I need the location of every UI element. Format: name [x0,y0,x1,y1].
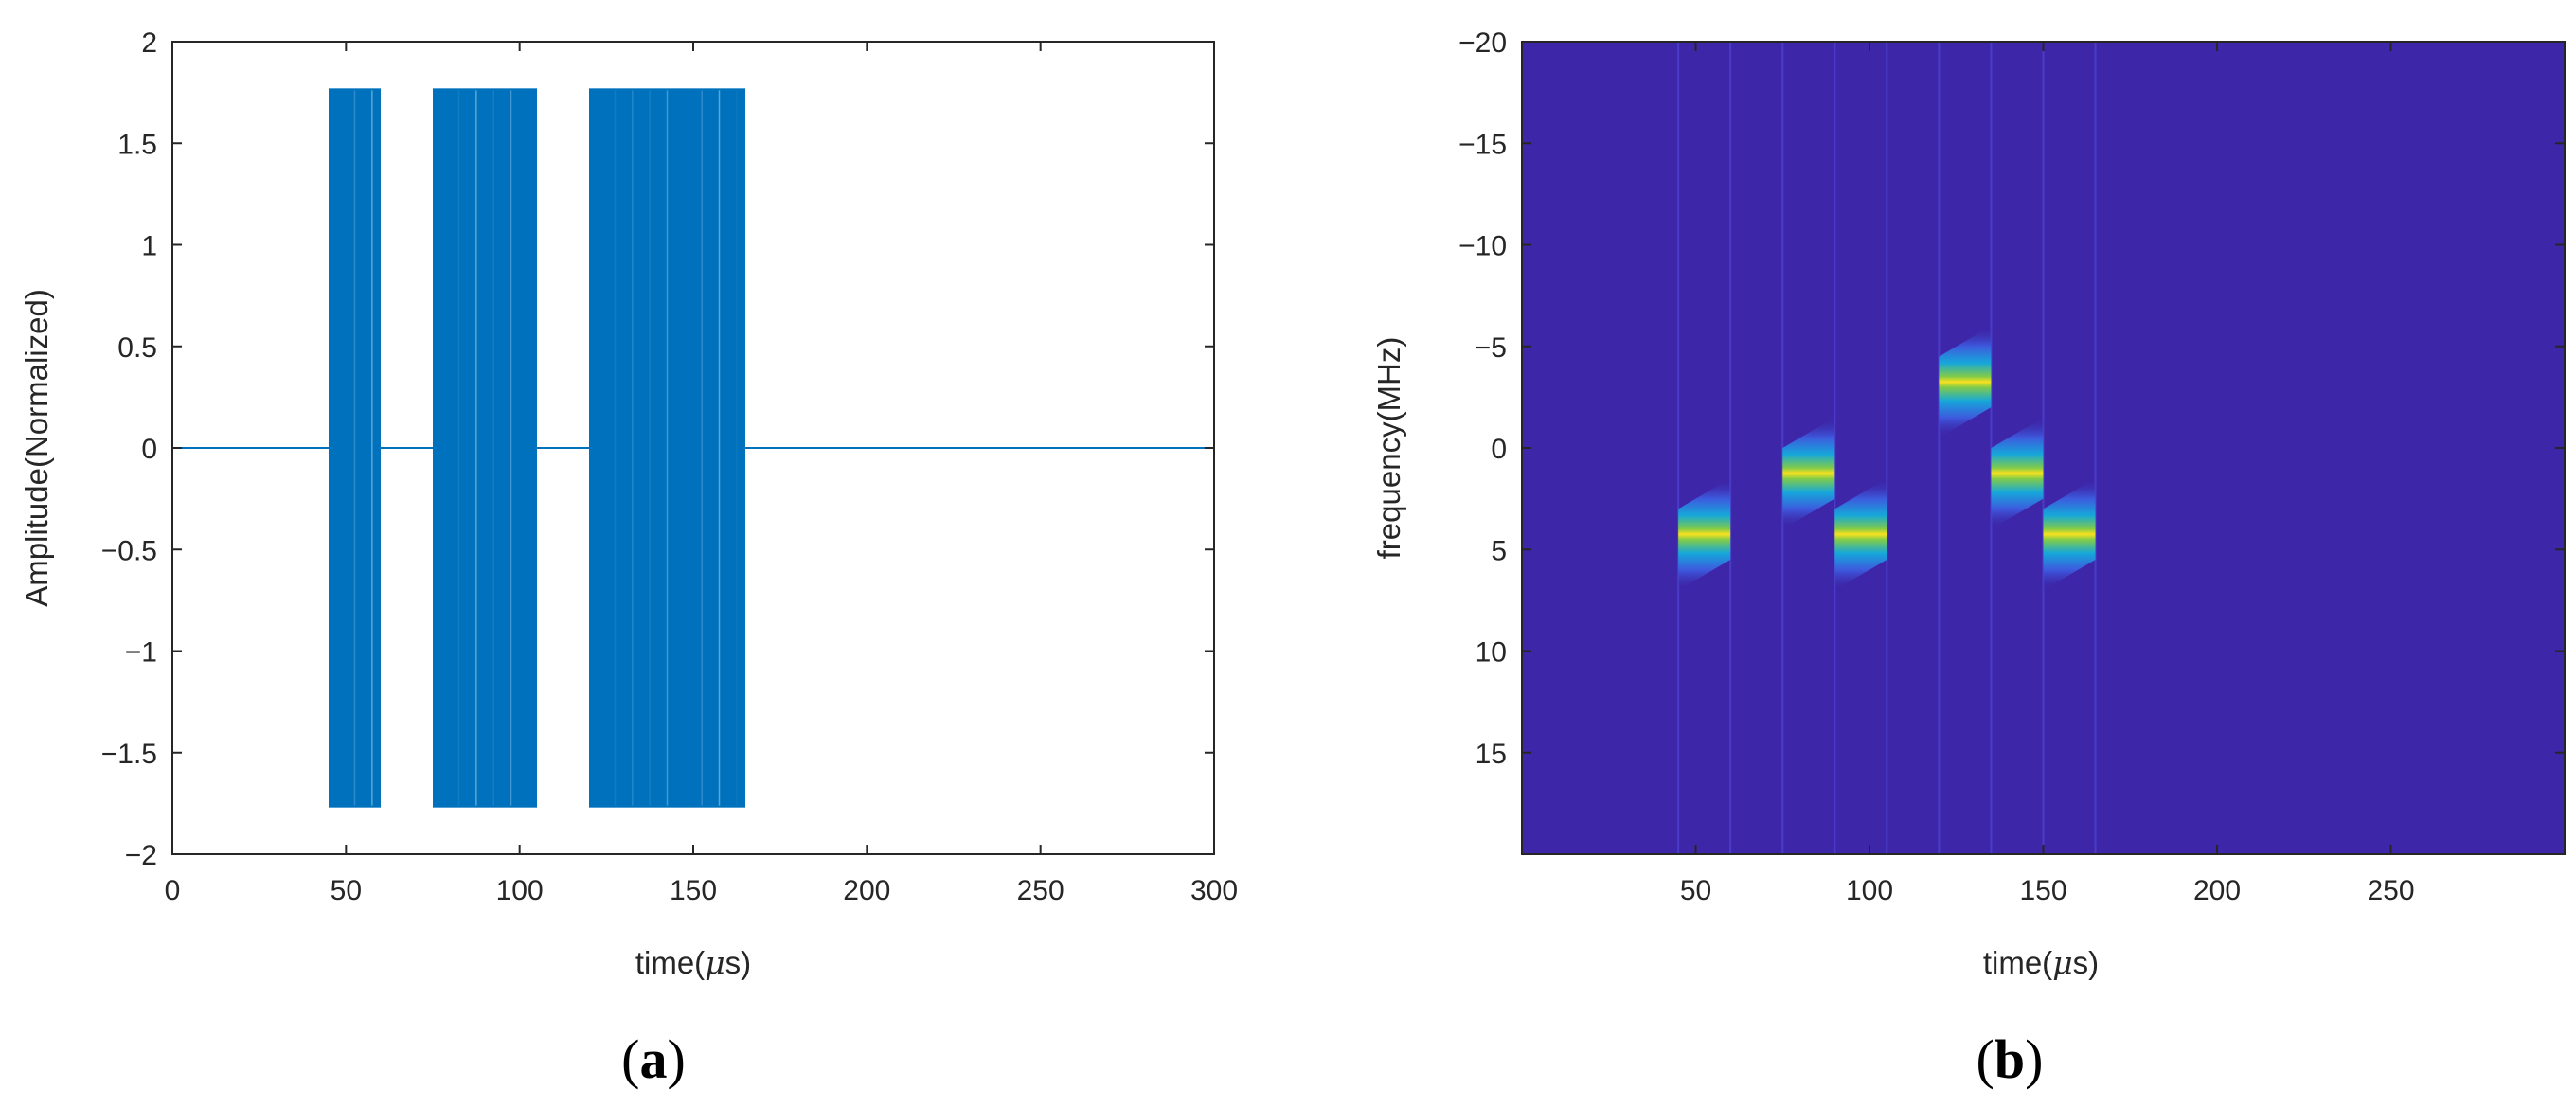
x-tick-label: 0 [165,875,181,906]
spectrogram-x-ticks: 50 100 150 200 250 [1680,42,2415,906]
panel-b-spectrogram-chart: 50 100 150 200 250 −20 −15 −10 −5 0 5 10 15 time(μs… [1371,27,2566,1090]
y-tick-label: 1.5 [117,129,157,160]
x-tick-label: 200 [2193,875,2241,906]
amplitude-plot-area [172,88,1214,808]
x-tick-label: 200 [843,875,890,906]
chirp-segment [1991,417,2044,529]
y-tick-label: 0 [141,434,157,465]
x-tick-label: 250 [1017,875,1064,906]
x-tick-label: 50 [1680,875,1711,906]
signal-pulse [329,88,381,808]
panel-a-label: (a) [621,1028,686,1090]
amplitude-y-ticks: 2 1.5 1 0.5 0 −0.5 −1 −1.5 −2 [101,27,1214,871]
amplitude-x-axis-label: time(μs) [635,944,751,981]
x-tick-label: 250 [2367,875,2414,906]
x-tick-label: 100 [1846,875,1893,906]
y-tick-label: −1 [125,637,157,669]
amplitude-y-axis-label: Amplitude(Normalized) [19,289,54,607]
x-tick-label: 50 [331,875,362,906]
y-tick-label: −10 [1458,231,1507,262]
y-tick-label: 10 [1476,637,1507,669]
y-tick-label: 5 [1491,535,1507,566]
y-tick-label: 2 [141,27,157,59]
panel-a-amplitude-chart: 0 50 100 150 200 250 300 2 1.5 1 0.5 0 −0.5 −1 −1.5 −2… [19,27,1238,1090]
chirp-segment [1939,326,1992,438]
chirp-segment [1834,478,1887,591]
spectrogram-x-axis-label: time(μs) [1983,944,2099,981]
y-tick-label: −5 [1475,332,1507,364]
chirp-segment [2043,478,2096,591]
panel-b-label: (b) [1977,1028,2044,1090]
y-tick-label: −15 [1458,129,1507,160]
signal-pulse [433,88,537,808]
chirp-segment [1782,417,1835,529]
spectrogram-plot-area [1677,42,2097,854]
y-tick-label: −2 [125,840,157,871]
y-tick-label: −20 [1458,27,1507,59]
y-tick-label: 1 [141,231,157,262]
y-tick-label: −0.5 [101,535,157,566]
y-tick-label: 0 [1491,434,1507,465]
y-tick-label: −1.5 [101,739,157,770]
chirp-segment [1678,478,1731,591]
x-tick-label: 100 [496,875,544,906]
amplitude-x-ticks: 0 50 100 150 200 250 300 [165,42,1238,906]
spectrogram-y-ticks: −20 −15 −10 −5 0 5 10 15 [1458,27,2565,770]
y-tick-label: 0.5 [117,332,157,364]
y-tick-label: 15 [1476,739,1507,770]
signal-pulse [589,88,745,808]
x-tick-label: 150 [670,875,717,906]
x-tick-label: 150 [2019,875,2066,906]
x-tick-label: 300 [1190,875,1238,906]
spectrogram-y-axis-label: frequency(MHz) [1371,337,1406,560]
